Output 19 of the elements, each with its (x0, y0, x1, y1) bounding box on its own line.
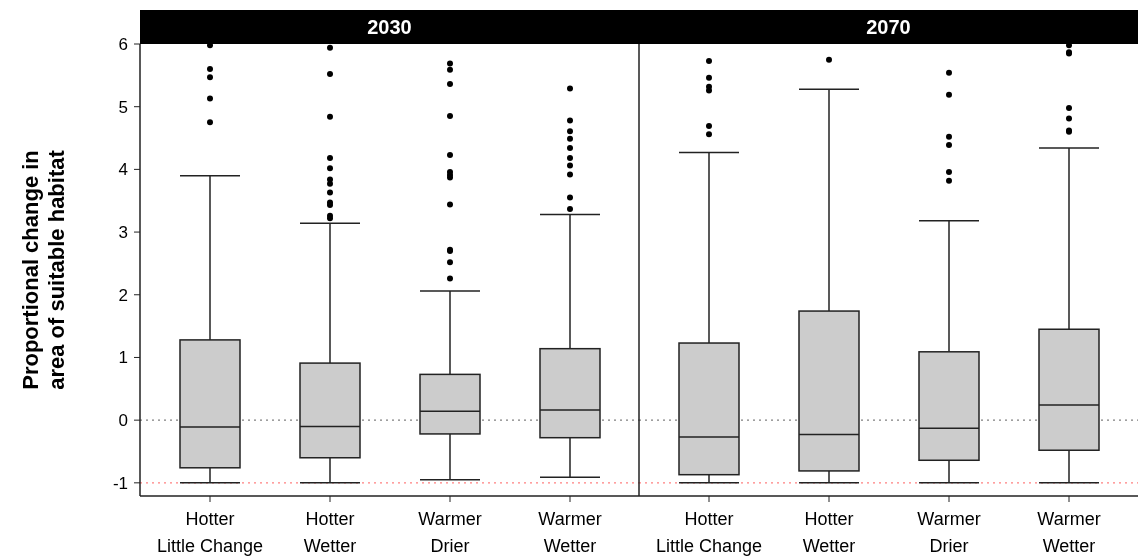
x-tick-label: Warmer Drier (418, 509, 482, 556)
x-tick-label: Warmer Drier (917, 509, 981, 556)
chart-title: 2070 (866, 16, 911, 38)
x-tick-label: Warmer Wetter (538, 509, 602, 556)
y-tick-label: 2 (118, 285, 128, 305)
y-tick-label: 6 (118, 34, 128, 54)
chart-title: 2030 (367, 16, 412, 38)
x-tick-label: Warmer Wetter (1037, 509, 1101, 556)
y-axis-title: Proportional change in area of suitable habitat (18, 149, 69, 390)
y-tick-label: 3 (118, 223, 128, 243)
y-tick-label: 1 (118, 348, 128, 368)
x-tick-label: Hotter Wetter (802, 509, 856, 556)
x-tick-label: Hotter Little Change (156, 509, 264, 556)
x-tick-label: Hotter Little Change (655, 509, 763, 556)
y-tick-label: 5 (118, 97, 128, 117)
x-tick-label: Hotter Wetter (303, 509, 357, 556)
y-tick-label: 0 (118, 411, 128, 431)
y-tick-label: 4 (118, 160, 128, 180)
y-tick-label: -1 (112, 473, 128, 493)
